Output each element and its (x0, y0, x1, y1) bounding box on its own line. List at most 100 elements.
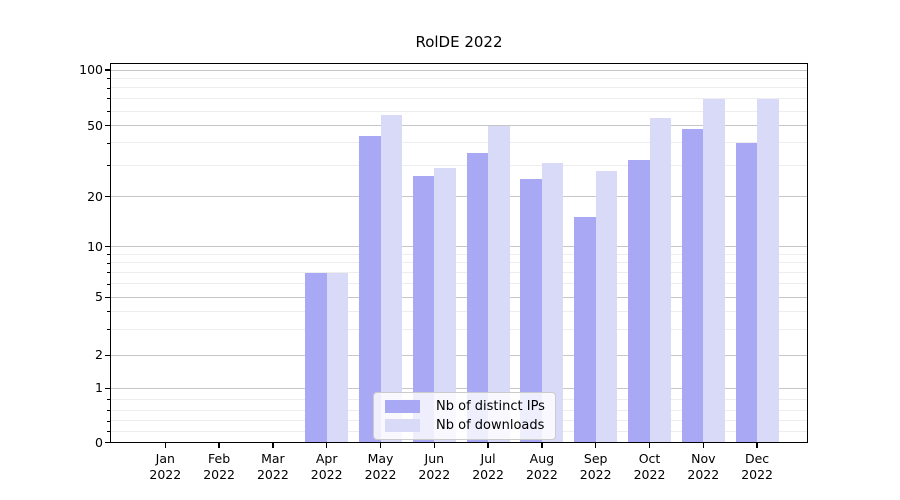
y-tickmark (104, 125, 110, 127)
y-tick-label: 10 (87, 238, 103, 254)
gridline-minor (110, 310, 808, 312)
y-minor-tickmark (107, 311, 110, 312)
gridline-major (110, 246, 808, 248)
y-tick-label: 100 (79, 62, 103, 77)
x-tick-label-may: May 2022 (364, 450, 397, 483)
gridline-minor (110, 77, 808, 79)
x-tick-label-nov: Nov 2022 (687, 450, 720, 483)
x-tickmark (595, 442, 597, 449)
bar-downloads-oct (649, 118, 671, 443)
y-minor-tickmark (107, 78, 110, 79)
y-tickmark (104, 354, 110, 356)
y-minor-tickmark (107, 110, 110, 112)
x-tickmark (541, 442, 543, 449)
x-tick-label-oct: Oct 2022 (633, 450, 666, 483)
gridline-minor (110, 262, 808, 264)
x-tickmark (756, 442, 758, 449)
legend-item-distinct-ips: Nb of distinct IPs (385, 399, 555, 414)
x-tickmark (326, 442, 328, 449)
y-tick-label: 0 (95, 434, 103, 450)
chart-title: RolDE 2022 (415, 33, 503, 51)
gridline-minor (110, 253, 808, 255)
y-minor-tickmark (107, 398, 110, 400)
bar-distinct-ips-dec (735, 142, 758, 443)
y-tickmark (104, 246, 110, 248)
y-tick-label: 1 (95, 380, 103, 396)
y-minor-tickmark (107, 420, 110, 422)
x-tickmark (272, 442, 274, 449)
y-tickmark (104, 296, 110, 298)
bar-downloads-nov (703, 98, 725, 443)
legend-swatch-distinct-ips (385, 400, 420, 413)
gridline-minor (110, 283, 808, 285)
bar-downloads-dec (757, 98, 779, 443)
gridline-minor (110, 272, 808, 274)
y-minor-tickmark (107, 329, 110, 331)
y-minor-tickmark (107, 87, 110, 89)
gridline-major (110, 387, 808, 389)
y-minor-tickmark (107, 98, 110, 100)
y-minor-tickmark (107, 142, 110, 144)
x-tickmark (218, 442, 220, 449)
legend-item-downloads: Nb of downloads (385, 418, 555, 433)
y-minor-tickmark (107, 164, 110, 166)
x-tick-label-jun: Jun 2022 (418, 450, 451, 483)
y-tick-label: 2 (95, 347, 103, 363)
y-tick-label: 20 (87, 188, 103, 204)
gridline-minor (110, 110, 808, 112)
y-tickmark (104, 387, 110, 389)
bar-distinct-ips-jun (412, 176, 435, 443)
y-tick-label: 50 (87, 117, 103, 133)
gridline-major (110, 125, 808, 127)
x-tick-label-mar: Mar 2022 (256, 450, 289, 483)
x-tickmark (379, 442, 382, 449)
x-tick-label-aug: Aug 2022 (525, 450, 558, 483)
y-minor-tickmark (107, 431, 110, 433)
gridline-major (110, 296, 808, 298)
x-tick-label-apr: Apr 2022 (310, 450, 343, 483)
gridline-minor (110, 87, 808, 89)
y-minor-tickmark (107, 409, 110, 411)
gridline-major (110, 69, 808, 71)
legend-label-distinct-ips: Nb of distinct IPs (436, 399, 545, 414)
bar-distinct-ips-oct (628, 160, 650, 443)
bar-downloads-apr (326, 272, 349, 443)
bar-downloads-jul (488, 125, 510, 443)
gridline-minor (110, 164, 808, 166)
x-tick-label-jan: Jan 2022 (149, 450, 182, 483)
bar-distinct-ips-may (359, 135, 381, 443)
y-minor-tickmark (107, 283, 110, 285)
x-tick-label-jul: Jul 2022 (472, 450, 504, 483)
bar-downloads-jun (434, 167, 456, 443)
x-tick-label-sep: Sep 2022 (579, 450, 612, 483)
gridline-minor (110, 329, 808, 331)
x-tickmark (648, 442, 651, 449)
legend-swatch-downloads (385, 419, 420, 432)
bar-distinct-ips-apr (305, 272, 327, 443)
x-tickmark (487, 442, 489, 449)
bar-distinct-ips-aug (520, 179, 542, 443)
bar-downloads-may (380, 115, 402, 443)
y-tickmark (104, 69, 110, 71)
bar-downloads-sep (595, 170, 618, 443)
gridline-minor (110, 142, 808, 144)
legend-label-downloads: Nb of downloads (436, 418, 545, 433)
x-tick-label-dec: Dec 2022 (741, 450, 773, 483)
bar-distinct-ips-nov (681, 128, 704, 443)
legend: Nb of distinct IPs Nb of downloads (373, 392, 556, 440)
y-minor-tickmark (107, 262, 110, 264)
x-tickmark (702, 442, 704, 449)
bar-distinct-ips-jul (466, 153, 489, 443)
gridline-major (110, 354, 808, 356)
gridline-major (110, 196, 808, 198)
gridline-minor (110, 98, 808, 100)
y-tickmark (104, 196, 110, 198)
y-tick-label: 5 (95, 289, 103, 305)
x-tickmark (433, 442, 435, 449)
y-minor-tickmark (107, 253, 110, 255)
y-minor-tickmark (107, 272, 110, 274)
bar-distinct-ips-sep (574, 217, 596, 443)
bar-downloads-aug (541, 162, 564, 443)
x-tickmark (164, 442, 166, 449)
